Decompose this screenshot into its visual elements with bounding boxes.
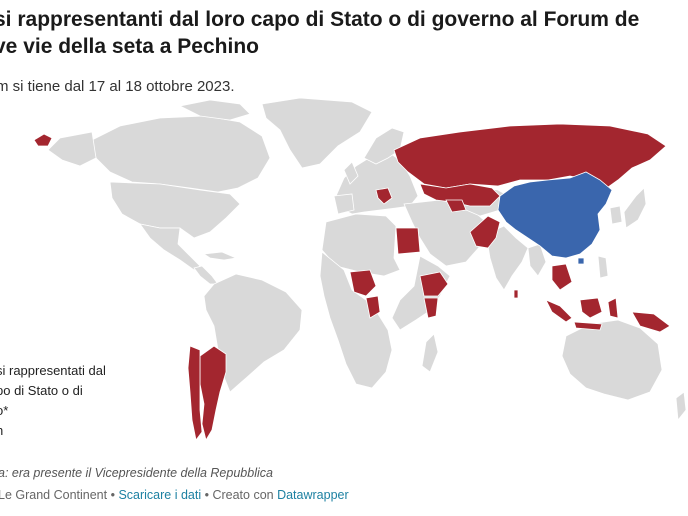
- country-ethiopia: [419, 271, 449, 297]
- country-philippines: [597, 255, 609, 279]
- country-china: [497, 171, 613, 259]
- legend-line-4: n: [0, 421, 121, 441]
- download-data-link[interactable]: Scaricare i dati: [118, 488, 202, 502]
- region-uk-ireland: [343, 161, 359, 185]
- country-russia: [393, 123, 667, 191]
- source-name: Le Grand Continent: [0, 488, 108, 502]
- country-kazakhstan: [419, 183, 501, 207]
- country-canada: [91, 115, 271, 193]
- country-papua-new-guinea: [631, 311, 671, 333]
- country-hungary-serbia: [375, 187, 393, 205]
- country-usa: [109, 181, 241, 239]
- created-with-label: Creato con: [212, 488, 278, 502]
- source-line: Le Grand Continent • Scaricare i dati • …: [0, 488, 349, 502]
- country-indonesia-sumatra: [545, 299, 573, 323]
- country-argentina: [199, 345, 227, 442]
- region-east-africa: [391, 255, 451, 331]
- country-madagascar: [421, 333, 439, 373]
- country-indonesia-borneo: [579, 297, 603, 319]
- country-indochina: [551, 263, 573, 291]
- country-mexico: [139, 223, 201, 271]
- country-china-hainan: [577, 257, 585, 265]
- country-iceland: [33, 133, 53, 147]
- source-separator: •: [107, 488, 119, 502]
- footnote: a: era presente il Vicepresidente della …: [0, 466, 273, 480]
- legend-line-3: o*: [0, 403, 9, 418]
- country-new-zealand: [675, 391, 687, 422]
- region-scandinavia: [363, 127, 405, 165]
- country-indonesia-sulawesi: [607, 297, 619, 319]
- region-caribbean: [202, 251, 238, 261]
- title-line-1: si rappresentanti dal loro capo di Stato…: [0, 8, 640, 31]
- country-indonesia-java: [573, 321, 603, 331]
- country-republic-of-the-congo: [365, 295, 381, 319]
- country-kenya: [423, 297, 439, 319]
- chart-subtitle: m si tiene dal 17 al 18 ottobre 2023.: [0, 78, 235, 95]
- title-line-2: ve vie della seta a Pechino: [0, 35, 259, 58]
- datawrapper-link[interactable]: Datawrapper: [277, 488, 349, 502]
- country-india: [485, 225, 529, 291]
- chart-title: si rappresentanti dal loro capo di Stato…: [0, 6, 688, 60]
- region-europe: [335, 151, 419, 215]
- region-africa: [319, 251, 393, 389]
- source-separator: •: [201, 488, 213, 502]
- country-korea: [609, 205, 623, 225]
- world-map: [33, 97, 687, 442]
- legend-line-2: po di Stato o di: [0, 383, 83, 398]
- country-japan: [623, 187, 647, 229]
- country-egypt: [395, 227, 421, 255]
- region-central-america: [193, 265, 219, 285]
- country-australia: [561, 319, 663, 401]
- country-canada-islands: [178, 99, 251, 121]
- country-chile: [187, 345, 203, 441]
- region-south-america: [203, 273, 303, 393]
- country-sri-lanka: [513, 289, 519, 299]
- country-pakistan: [469, 215, 501, 249]
- country-uzbekistan: [445, 199, 467, 213]
- country-nigeria: [349, 269, 377, 297]
- region-iberia: [333, 193, 355, 215]
- country-usa-alaska: [47, 131, 97, 167]
- map-legend: si rappresentati dal po di Stato o di o*…: [0, 361, 121, 441]
- legend-line-1: si rappresentati dal: [0, 363, 106, 378]
- country-greenland: [261, 97, 373, 169]
